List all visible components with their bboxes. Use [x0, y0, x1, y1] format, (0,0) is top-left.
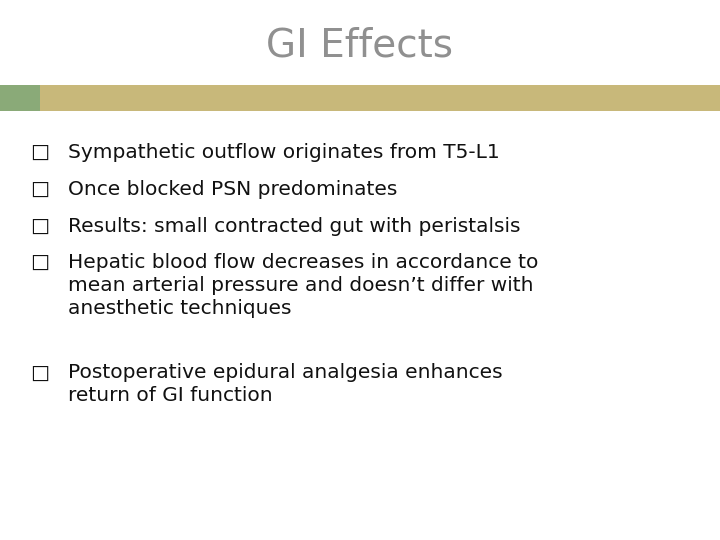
Text: GI Effects: GI Effects — [266, 27, 454, 65]
Text: □: □ — [30, 253, 49, 272]
Text: □: □ — [30, 180, 49, 199]
Text: □: □ — [30, 217, 49, 235]
Bar — [40, 85, 720, 111]
Text: Once blocked PSN predominates: Once blocked PSN predominates — [68, 180, 397, 199]
Text: Postoperative epidural analgesia enhances
return of GI function: Postoperative epidural analgesia enhance… — [68, 363, 503, 405]
Text: Sympathetic outflow originates from T5-L1: Sympathetic outflow originates from T5-L… — [68, 143, 500, 162]
Text: Hepatic blood flow decreases in accordance to
mean arterial pressure and doesn’t: Hepatic blood flow decreases in accordan… — [68, 253, 539, 318]
Bar — [0, 85, 40, 111]
Text: □: □ — [30, 363, 49, 382]
Text: □: □ — [30, 143, 49, 162]
Text: Results: small contracted gut with peristalsis: Results: small contracted gut with peris… — [68, 217, 521, 235]
